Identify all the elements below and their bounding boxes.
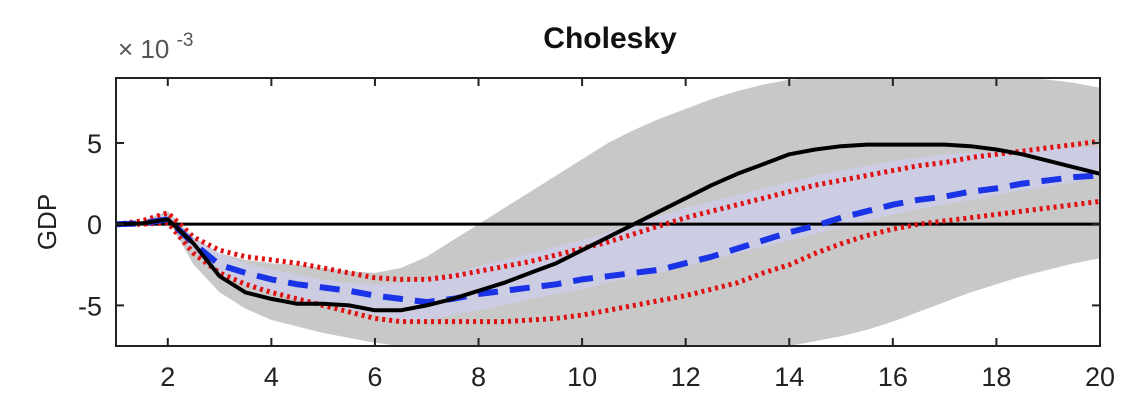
scale-exponent: -3 — [177, 30, 194, 51]
y-tick-label: 0 — [87, 210, 102, 240]
series-line-dotted-4 — [116, 198, 1100, 325]
x-tick-label: 2 — [160, 362, 175, 392]
x-tick-label: 4 — [264, 362, 279, 392]
scale-exponent-label: × 10 -3 — [118, 30, 193, 64]
plot-area — [116, 78, 1100, 346]
series-line-dotted-3 — [116, 138, 1100, 282]
chart-title: Cholesky — [543, 22, 677, 55]
x-tick-label: 6 — [367, 362, 382, 392]
x-tick-label: 14 — [774, 362, 804, 392]
x-tick-label: 18 — [981, 362, 1011, 392]
series-line-solid-1 — [116, 142, 1100, 313]
scale-note: × 10 — [118, 34, 169, 64]
x-tick-label: 20 — [1085, 362, 1115, 392]
y-tick-label: -5 — [78, 291, 102, 321]
plot-frame — [115, 77, 1101, 347]
x-tick-label: 10 — [567, 362, 597, 392]
confidence-band-2 — [116, 146, 1100, 320]
x-tick-label: 12 — [671, 362, 701, 392]
plot-clipped-group — [116, 78, 1100, 346]
x-tick-label: 8 — [471, 362, 486, 392]
confidence-band-1 — [116, 78, 1100, 346]
y-tick-label: 5 — [87, 129, 102, 159]
x-tick-label: 16 — [878, 362, 908, 392]
axes: 2 4 6 8 10 12 14 16 18 20 -5 0 5 — [78, 77, 1115, 392]
series-line-dashed-2 — [116, 172, 1100, 306]
y-axis-label: GDP — [32, 194, 62, 250]
